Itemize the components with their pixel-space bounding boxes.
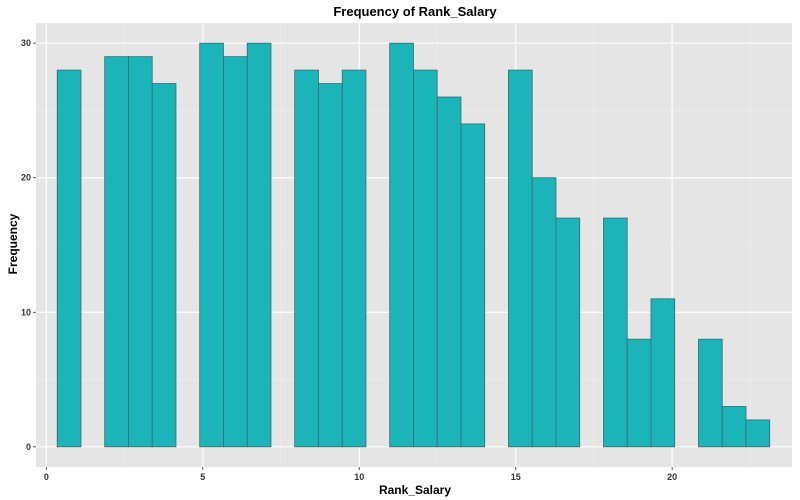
histogram-bar <box>151 83 177 448</box>
y-axis-label: Frequency <box>6 213 20 274</box>
histogram-bar <box>128 56 153 448</box>
histogram-bar <box>246 42 272 448</box>
y-tick-label: 30 <box>21 38 31 48</box>
histogram-bar <box>555 217 581 448</box>
histogram-bar <box>698 338 723 448</box>
histogram-bar <box>650 298 676 448</box>
bars <box>56 42 771 448</box>
histogram-bar <box>318 83 343 448</box>
y-tick-label: 20 <box>21 173 31 183</box>
y-tick-label: 10 <box>21 307 31 317</box>
histogram-bar <box>745 419 771 448</box>
histogram-bar <box>626 338 652 448</box>
histogram-bar <box>721 406 747 448</box>
x-tick-label: 10 <box>354 472 364 482</box>
x-tick-label: 0 <box>44 472 49 482</box>
x-tick-label: 5 <box>200 472 205 482</box>
x-tick-label: 20 <box>667 472 677 482</box>
histogram-bar <box>531 177 557 448</box>
histogram-bar <box>436 96 462 448</box>
histogram-bar <box>508 69 533 448</box>
histogram-bar <box>223 56 248 448</box>
histogram-bar <box>413 69 438 448</box>
histogram-bar <box>603 217 628 448</box>
histogram-bar <box>460 123 486 448</box>
histogram-bar <box>104 56 129 448</box>
x-tick-label: 15 <box>511 472 521 482</box>
histogram-bar <box>56 69 82 448</box>
y-axis-ticks: 0 10 20 30 <box>21 38 36 452</box>
histogram-bar <box>199 42 224 448</box>
y-tick-label: 0 <box>26 442 31 452</box>
x-axis-label: Rank_Salary <box>379 483 451 497</box>
histogram-bar <box>389 42 414 448</box>
x-axis-ticks: 0 5 10 15 20 <box>44 467 677 482</box>
histogram-bar <box>341 69 367 448</box>
histogram-bar <box>294 69 319 448</box>
chart-title: Frequency of Rank_Salary <box>333 4 497 19</box>
